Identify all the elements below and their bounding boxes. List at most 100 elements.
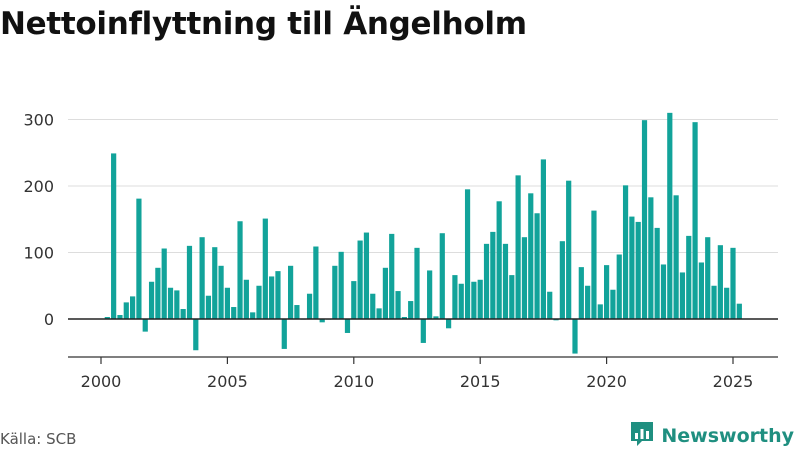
bar [269, 276, 275, 319]
bar [186, 245, 193, 319]
bar [395, 291, 401, 319]
bar [458, 283, 464, 319]
x-tick-label: 2015 [460, 372, 501, 391]
x-tick-label: 2000 [81, 372, 122, 391]
bar [616, 254, 622, 319]
bar [433, 316, 439, 319]
bar [660, 264, 667, 319]
bars [104, 112, 742, 354]
bar [224, 287, 230, 319]
bar [130, 296, 136, 319]
bar [648, 197, 654, 319]
bar [534, 213, 540, 319]
bar [692, 122, 698, 319]
bar [167, 287, 174, 319]
bar [509, 275, 515, 319]
bar [155, 267, 161, 319]
bar [540, 159, 546, 319]
bar [477, 279, 483, 319]
bar [212, 247, 218, 319]
bar [578, 267, 584, 319]
bar [686, 235, 692, 320]
bar [148, 281, 155, 319]
y-tick-label: 200 [23, 177, 54, 196]
bar [446, 319, 452, 329]
bar [528, 193, 534, 319]
bar [142, 319, 148, 332]
bar [502, 243, 509, 319]
bar [401, 317, 407, 319]
bar [338, 251, 344, 319]
bar [180, 309, 186, 319]
bar [199, 237, 205, 319]
x-axis: 2000 2005 2010 2015 2020 2025 [68, 356, 778, 391]
x-tick-label: 2005 [207, 372, 248, 391]
y-axis-labels: 0 100 200 300 [23, 111, 54, 330]
source-note: Källa: SCB [0, 430, 77, 448]
bar [306, 293, 313, 319]
bar [256, 285, 262, 319]
bar [667, 112, 673, 319]
bar [319, 319, 325, 323]
bar [610, 289, 616, 319]
y-tick-label: 0 [44, 310, 54, 329]
bar [408, 301, 414, 319]
chart-title: Nettoinflyttning till Ängelholm [0, 6, 527, 42]
bar [218, 265, 224, 319]
bar [629, 216, 635, 319]
bar [389, 233, 395, 319]
bar [673, 195, 679, 319]
bar [622, 185, 629, 319]
bar [711, 285, 717, 319]
y-tick-label: 300 [23, 111, 54, 130]
bar [566, 180, 572, 319]
bar [679, 272, 686, 319]
bar [123, 302, 129, 320]
bar [717, 245, 723, 319]
bar [205, 295, 212, 319]
bar [490, 231, 496, 319]
bar [332, 265, 338, 319]
bar [591, 210, 597, 319]
bar [420, 319, 426, 343]
bar [376, 308, 382, 319]
bar [427, 270, 433, 319]
bar [439, 233, 445, 319]
bar [351, 281, 357, 319]
bar [161, 248, 167, 319]
bar [547, 291, 553, 319]
bar [585, 285, 591, 319]
bar [243, 279, 249, 319]
bar [654, 227, 660, 319]
bar [382, 267, 388, 319]
bar [724, 287, 730, 319]
bar [705, 237, 711, 319]
bar [604, 265, 610, 319]
bar [104, 317, 110, 319]
bar [288, 265, 294, 319]
bar [136, 198, 142, 319]
brand-logo[interactable]: Newsworthy [629, 420, 794, 452]
bar [559, 241, 565, 319]
bar [496, 201, 502, 319]
bar [572, 319, 578, 354]
bar [464, 189, 471, 319]
bar [483, 243, 490, 319]
bar [313, 246, 319, 319]
bar [262, 218, 268, 319]
bar [635, 221, 641, 319]
bar [641, 120, 648, 319]
x-tick-label: 2010 [333, 372, 374, 391]
bar [414, 247, 420, 319]
bar [736, 303, 742, 319]
bar [344, 319, 351, 333]
bar [357, 240, 363, 319]
bar [237, 221, 243, 319]
bar [117, 315, 123, 319]
bar [515, 175, 521, 319]
bar [193, 319, 199, 351]
bar [281, 319, 287, 349]
newsworthy-logo-icon [629, 420, 655, 452]
y-tick-label: 100 [23, 244, 54, 263]
